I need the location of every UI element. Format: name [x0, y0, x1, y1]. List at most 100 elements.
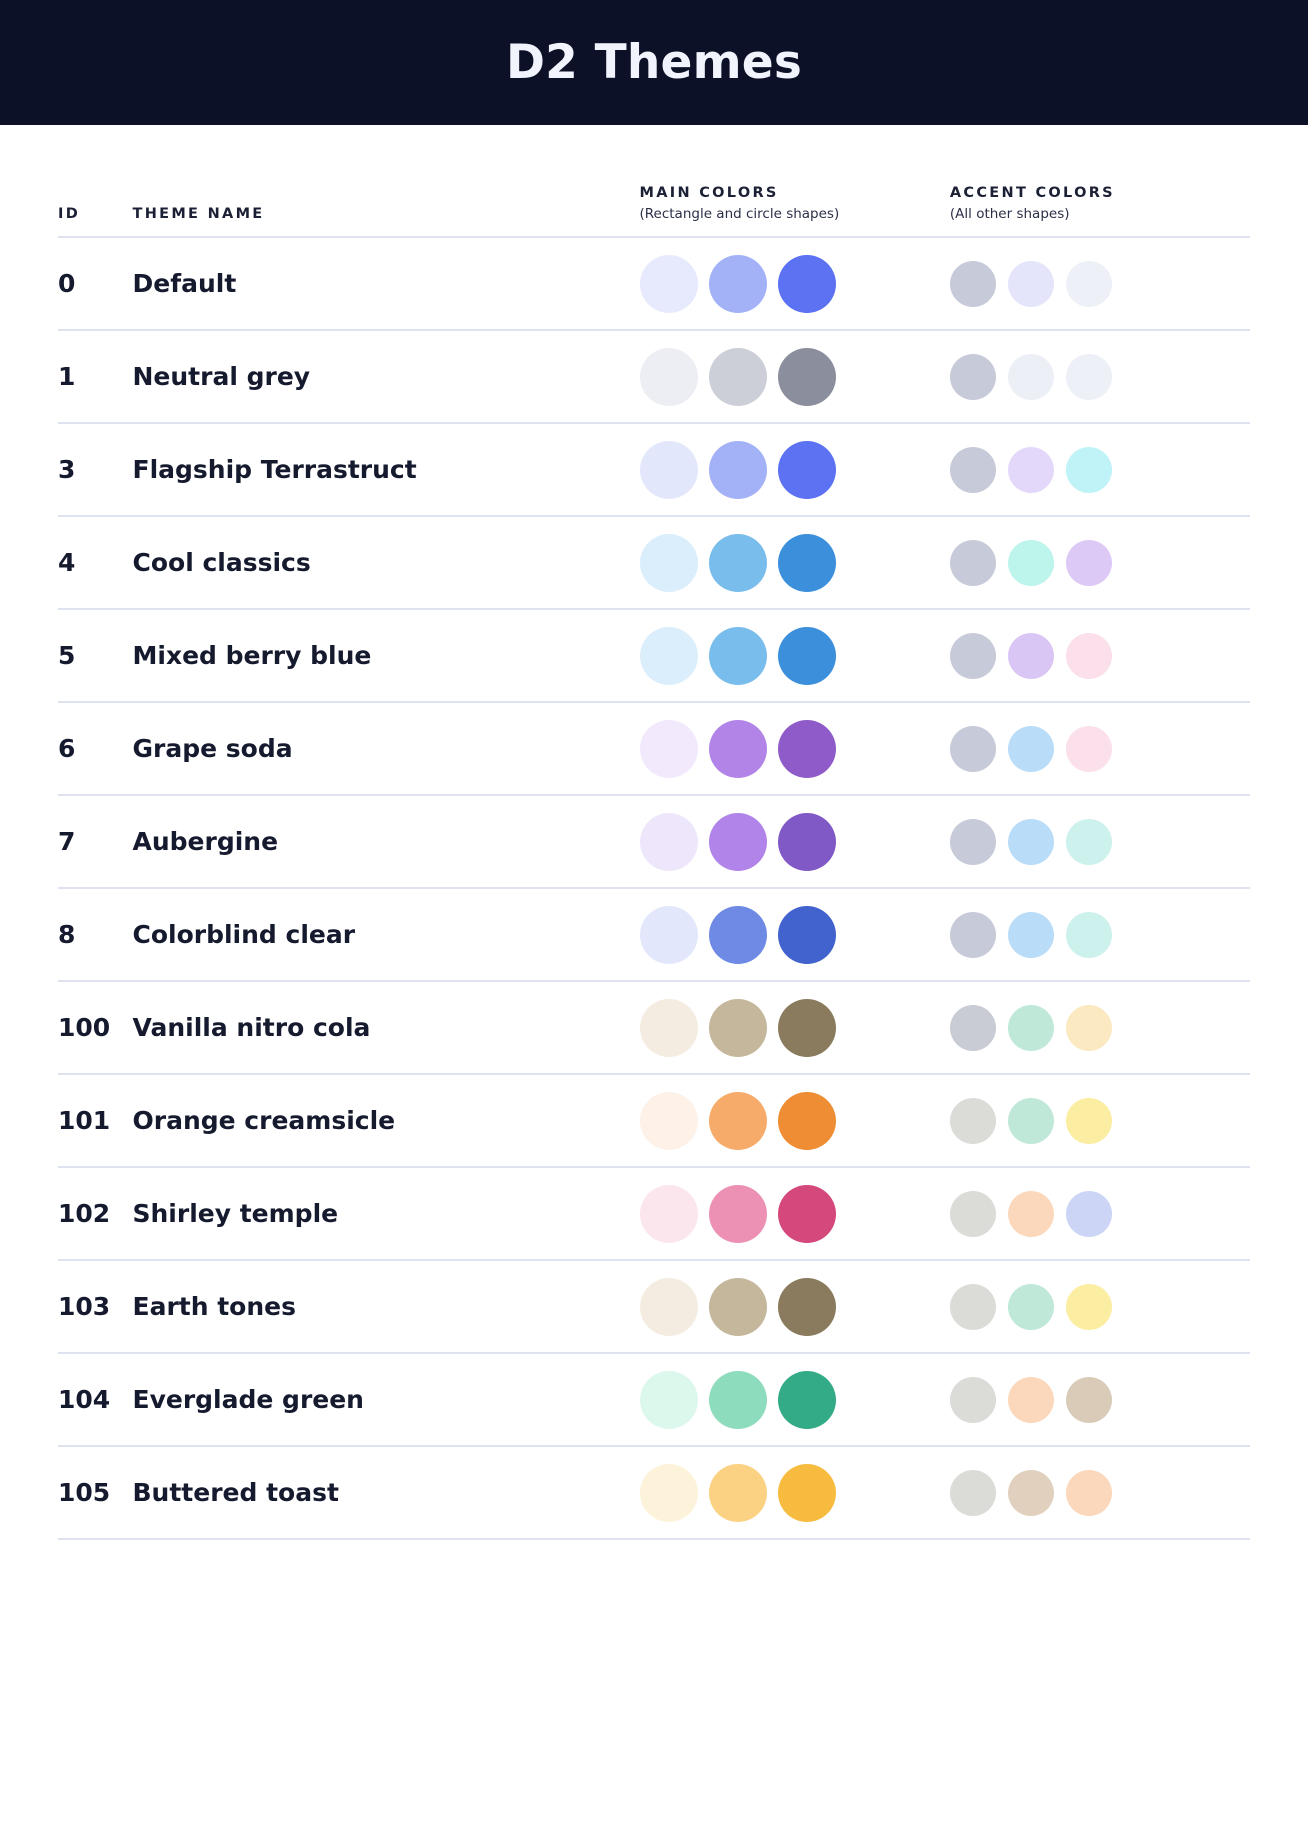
theme-name-cell: Grape soda [132, 702, 640, 796]
theme-name: Everglade green [132, 1385, 364, 1414]
theme-name: Flagship Terrastruct [132, 455, 417, 484]
main-colors-cell [639, 237, 950, 331]
column-header-id-label: ID [58, 206, 81, 222]
accent-color-swatch [1007, 1283, 1054, 1330]
main-color-swatch [777, 1091, 836, 1150]
theme-name: Grape soda [132, 734, 293, 763]
accent-color-swatch [1007, 818, 1054, 865]
accent-swatch-group [949, 911, 1250, 958]
accent-color-swatch [1007, 353, 1054, 400]
theme-name-cell: Vanilla nitro cola [132, 981, 640, 1075]
column-header-main-colors: MAIN COLORS (Rectangle and circle shapes… [639, 125, 950, 238]
table-header: ID THEME NAME MAIN COLORS (Rectangle and… [58, 125, 1250, 238]
accent-color-swatch [949, 446, 996, 493]
accent-swatch-group [949, 1097, 1250, 1144]
main-color-swatch [708, 254, 767, 313]
table-row: 104 Everglade green [58, 1353, 1250, 1447]
theme-name: Default [132, 269, 237, 298]
column-header-theme-name-label: THEME NAME [132, 206, 265, 222]
main-color-swatch [777, 998, 836, 1057]
main-color-swatch [708, 1463, 767, 1522]
main-color-swatch [708, 1091, 767, 1150]
table-row: 1 Neutral grey [58, 330, 1250, 424]
accent-color-swatch [1007, 1376, 1054, 1423]
accent-colors-cell [949, 888, 1250, 982]
accent-colors-cell [949, 516, 1250, 610]
accent-color-swatch [949, 1004, 996, 1051]
theme-id: 4 [58, 548, 76, 577]
table-row: 103 Earth tones [58, 1260, 1250, 1354]
accent-color-swatch [949, 539, 996, 586]
main-swatch-group [639, 1463, 950, 1522]
main-color-swatch [639, 998, 698, 1057]
accent-color-swatch [949, 725, 996, 772]
main-swatch-group [639, 254, 950, 313]
theme-id: 0 [58, 269, 76, 298]
theme-id-cell: 3 [58, 423, 133, 517]
main-color-swatch [777, 347, 836, 406]
accent-color-swatch [1065, 539, 1112, 586]
main-color-swatch [708, 1277, 767, 1336]
accent-color-swatch [1065, 260, 1112, 307]
main-swatch-group [639, 998, 950, 1057]
theme-name-cell: Cool classics [132, 516, 640, 610]
theme-id: 5 [58, 641, 76, 670]
column-header-main-colors-sublabel: (Rectangle and circle shapes) [639, 206, 840, 222]
main-swatch-group [639, 905, 950, 964]
main-color-swatch [639, 1091, 698, 1150]
main-color-swatch [639, 347, 698, 406]
accent-color-swatch [1065, 1469, 1112, 1516]
main-color-swatch [639, 1277, 698, 1336]
accent-color-swatch [1007, 446, 1054, 493]
accent-color-swatch [1007, 1097, 1054, 1144]
accent-color-swatch [1065, 1097, 1112, 1144]
theme-id-cell: 1 [58, 330, 133, 424]
theme-id: 7 [58, 827, 76, 856]
theme-name: Mixed berry blue [132, 641, 372, 670]
main-color-swatch [639, 1184, 698, 1243]
accent-color-swatch [949, 632, 996, 679]
table-row: 101 Orange creamsicle [58, 1074, 1250, 1168]
table-body: 0 Default 1 Neutral grey 3 Flagship Terrastru… [58, 237, 1250, 1540]
table-row: 102 Shirley temple [58, 1167, 1250, 1261]
theme-id-cell: 103 [58, 1260, 133, 1354]
accent-color-swatch [949, 911, 996, 958]
accent-swatch-group [949, 1283, 1250, 1330]
main-color-swatch [777, 719, 836, 778]
main-color-swatch [639, 533, 698, 592]
main-color-swatch [708, 719, 767, 778]
accent-swatch-group [949, 1376, 1250, 1423]
accent-swatch-group [949, 1190, 1250, 1237]
accent-color-swatch [1065, 1004, 1112, 1051]
theme-name-cell: Flagship Terrastruct [132, 423, 640, 517]
main-swatch-group [639, 347, 950, 406]
theme-name: Aubergine [132, 827, 279, 856]
main-swatch-group [639, 533, 950, 592]
accent-colors-cell [949, 981, 1250, 1075]
theme-id-cell: 8 [58, 888, 133, 982]
accent-swatch-group [949, 260, 1250, 307]
main-color-swatch [708, 1370, 767, 1429]
main-color-swatch [777, 533, 836, 592]
main-colors-cell [639, 1167, 950, 1261]
accent-color-swatch [1065, 911, 1112, 958]
main-color-swatch [777, 1463, 836, 1522]
accent-colors-cell [949, 1074, 1250, 1168]
themes-table: ID THEME NAME MAIN COLORS (Rectangle and… [58, 125, 1250, 1540]
main-color-swatch [639, 812, 698, 871]
theme-id: 104 [58, 1385, 111, 1414]
accent-swatch-group [949, 632, 1250, 679]
table-row: 0 Default [58, 237, 1250, 331]
accent-color-swatch [1065, 632, 1112, 679]
main-color-swatch [708, 440, 767, 499]
theme-name: Buttered toast [132, 1478, 339, 1507]
column-header-accent-colors-label: ACCENT COLORS [949, 185, 1115, 201]
main-colors-cell [639, 888, 950, 982]
main-swatch-group [639, 1277, 950, 1336]
table-row: 3 Flagship Terrastruct [58, 423, 1250, 517]
theme-name: Colorblind clear [132, 920, 356, 949]
table-row: 4 Cool classics [58, 516, 1250, 610]
theme-name: Neutral grey [132, 362, 311, 391]
theme-id-cell: 105 [58, 1446, 133, 1540]
